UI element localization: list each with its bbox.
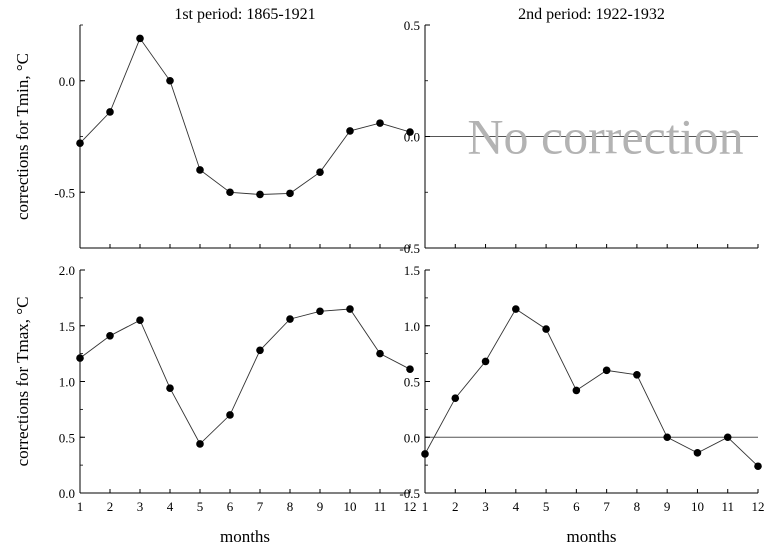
panel-1-ylabel: corrections for Tmin, °C	[13, 53, 32, 220]
panel-3-xtick-label: 11	[374, 499, 387, 514]
panel-1-data-point	[346, 127, 354, 135]
panel-4-data-point	[572, 386, 581, 395]
panel-1-title: 1st period: 1865-1921	[174, 6, 315, 23]
panel-2-annotation: No correction	[467, 109, 743, 165]
panel-3-data-point	[106, 331, 114, 340]
panel-4-data-point	[693, 449, 702, 457]
panel-3-xtick-label: 3	[137, 499, 144, 514]
panel-4-data-point	[723, 433, 732, 442]
panel-4-data-point	[512, 305, 520, 313]
panel-3-xtick-label: 1	[77, 499, 84, 514]
panel-1: -0.5 0.0 1st period: 1865-1921 corrections …	[13, 6, 414, 249]
panel-1-data-point	[286, 189, 294, 198]
panel-3-data-point	[166, 384, 174, 392]
panel-2-title: 2nd period: 1922-1932	[518, 6, 665, 23]
panel-4-xtick-label: 7	[603, 499, 610, 514]
panel-1-data-point	[166, 76, 174, 85]
panel-3-data-point	[256, 346, 264, 355]
panel-3-data-point	[196, 440, 204, 448]
panel-1-data-point	[106, 108, 114, 116]
panel-4-series-line	[424, 308, 759, 467]
panel-3: 0.00.51.01.52.01 2 3 4 5 6 7 8 9 10 11 12monthscorr…	[13, 263, 417, 546]
panel-4-data-point	[421, 450, 429, 458]
panel-3-ytick-label: 2.0	[59, 263, 75, 278]
panel-3-ytick-label: 1.0	[59, 375, 75, 390]
panel-3-xtick-label: 12	[404, 499, 417, 514]
panel-4-data-point	[754, 462, 762, 471]
panel-3-xtick-label: 6	[227, 499, 234, 514]
panel-3-data-point	[286, 315, 294, 323]
panel-3-xtick-label: 8	[287, 499, 294, 514]
panel-4-ytick-label: 1.5	[404, 263, 420, 278]
panel-3-ytick-label: 0.5	[59, 430, 75, 445]
panel-3-xlabel: months	[220, 527, 270, 546]
panel-4-xtick-label: 4	[513, 499, 520, 514]
panel-2-ytick-label: 0.0	[404, 130, 420, 145]
panel-3-data-point	[136, 316, 144, 324]
panel-2-ytick-label: -0.5	[399, 241, 420, 256]
panel-3-xtick-label: 7	[257, 499, 264, 514]
panel-3-xtick-label: 10	[344, 499, 357, 514]
panel-4-xtick-label: 10	[691, 499, 704, 514]
panel-4-data-point	[633, 371, 641, 379]
panel-4-xtick-label: 6	[573, 499, 580, 514]
panel-4-ytick-label: -0.5	[399, 486, 420, 501]
panel-1-data-point	[256, 190, 264, 199]
panel-3-data-point	[376, 349, 384, 358]
panel-4-ytick-label: 0.0	[404, 430, 420, 445]
panel-3-data-point	[406, 365, 414, 374]
panel-3-xtick-label: 2	[107, 499, 114, 514]
panel-4-xtick-label: 2	[452, 499, 459, 514]
panel-4-xtick-label: 8	[634, 499, 641, 514]
panel-1-data-point	[196, 166, 204, 174]
panel-4-ytick-label: 1.0	[404, 319, 420, 334]
panel-3-data-point	[346, 305, 354, 313]
panel-4-xtick-label: 1	[422, 499, 429, 514]
panel-4-data-point	[542, 325, 550, 333]
panel-2: -0.5 0.0 0.5 2nd period: 1922-1932 No correc…	[399, 6, 759, 256]
panel-1-data-point	[136, 34, 144, 43]
panel-4-data-point	[602, 366, 611, 375]
panel-3-ytick-label: 1.5	[59, 319, 75, 334]
panel-1-ytick-label: -0.5	[54, 185, 75, 200]
panel-4-data-point	[481, 357, 490, 366]
panel-3-series-line	[79, 308, 411, 445]
panel-2-ytick-label: 0.5	[404, 18, 420, 33]
panel-1-data-point	[406, 128, 414, 136]
panel-3-xtick-label: 4	[167, 499, 174, 514]
panel-4-xtick-label: 3	[482, 499, 489, 514]
panel-3-ylabel: corrections for Tmax, °C	[13, 297, 32, 467]
panel-3-data-point	[226, 411, 234, 419]
panel-1-ytick-label: 0.0	[59, 74, 75, 89]
panel-4-xtick-label: 5	[543, 499, 550, 514]
panel-4-xtick-label: 9	[664, 499, 671, 514]
panel-3-data-point	[76, 354, 84, 362]
panel-3-xtick-label: 5	[197, 499, 204, 514]
panel-1-data-point	[226, 188, 234, 197]
panel-3-ytick-label: 0.0	[59, 486, 75, 501]
panel-3-xtick-label: 9	[317, 499, 324, 514]
panel-4-data-point	[663, 433, 671, 442]
panel-1-data-point	[376, 119, 384, 127]
panel-1-series-line	[79, 37, 411, 195]
panel-1-data-point	[316, 168, 324, 176]
panel-4-xtick-label: 12	[752, 499, 765, 514]
panel-4-xlabel: months	[566, 527, 616, 546]
panel-3-data-point	[316, 307, 324, 316]
panel-1-data-point	[76, 139, 84, 147]
panel-4-data-point	[451, 394, 460, 403]
panel-4-ytick-label: 0.5	[404, 375, 420, 390]
panel-4-xtick-label: 11	[721, 499, 734, 514]
